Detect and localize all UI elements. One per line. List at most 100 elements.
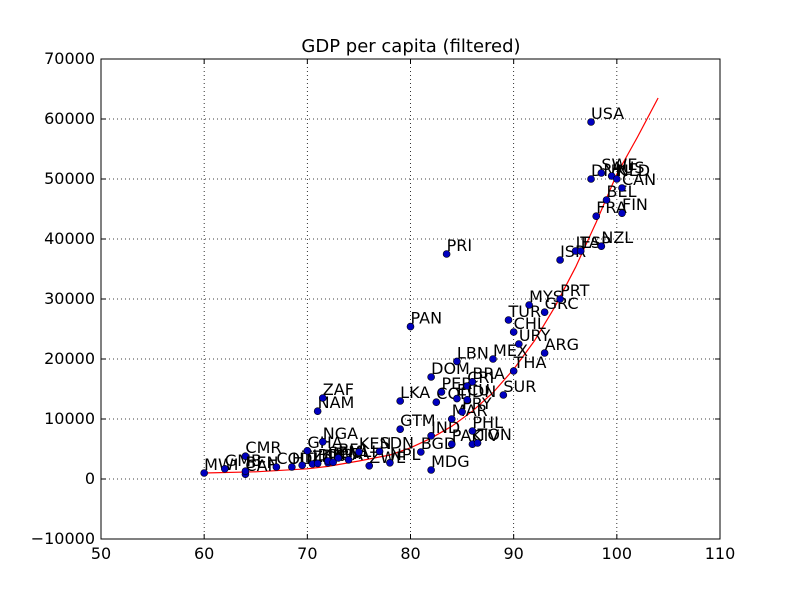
- data-point: [504, 316, 513, 324]
- data-point: [334, 454, 343, 462]
- point-label: MWI: [204, 455, 238, 474]
- x-tick-label: 70: [297, 544, 317, 563]
- data-point: [468, 427, 477, 435]
- data-point: [515, 340, 523, 348]
- data-point: [453, 394, 461, 403]
- y-tick-label: 40000: [44, 229, 95, 248]
- data-point: [447, 415, 456, 423]
- data-point: [540, 349, 549, 357]
- point-label: PAN: [411, 309, 443, 328]
- point-label: ZAF: [323, 380, 354, 399]
- point-label: PHL: [472, 413, 503, 432]
- data-point: [447, 440, 456, 449]
- x-tick-label: 90: [503, 544, 523, 563]
- point-label: GMB: [225, 451, 262, 470]
- point-label: IDN: [467, 382, 496, 401]
- data-point: [613, 175, 621, 183]
- point-label: NPL: [390, 445, 421, 464]
- chart-title: GDP per capita (filtered): [301, 36, 520, 57]
- data-point: [597, 169, 606, 177]
- y-tick-label: 10000: [44, 409, 95, 428]
- data-point: [375, 447, 384, 456]
- data-point: [344, 455, 353, 464]
- point-label: KEN: [359, 434, 392, 453]
- y-tick-label: 70000: [44, 49, 95, 68]
- data-point: [592, 212, 601, 220]
- y-tick-label: −10000: [31, 529, 95, 548]
- x-tick-label: 50: [91, 544, 111, 563]
- data-point: [200, 469, 208, 477]
- point-label: NZL: [601, 228, 633, 247]
- data-point: [432, 398, 441, 407]
- point-label: GTM: [400, 411, 435, 430]
- data-point: [489, 355, 497, 363]
- data-point: [417, 448, 425, 456]
- data-point: [576, 247, 585, 255]
- data-point: [618, 209, 626, 217]
- data-point: [556, 295, 564, 303]
- data-point: [437, 388, 446, 396]
- x-tick-label: 80: [400, 544, 420, 563]
- data-point: [313, 459, 322, 468]
- point-label: ARG: [545, 335, 579, 354]
- data-point: [319, 437, 327, 446]
- point-label: CAN: [622, 170, 656, 189]
- y-tick-label: 30000: [44, 289, 95, 308]
- y-tick-label: 50000: [44, 169, 95, 188]
- data-point: [365, 461, 374, 470]
- point-label: LKA: [400, 383, 430, 402]
- point-label: SWE: [601, 155, 637, 174]
- data-point: [587, 118, 595, 126]
- data-point: [298, 461, 306, 470]
- data-point: [556, 256, 564, 264]
- point-label: BEN: [245, 453, 278, 472]
- point-label: TON: [477, 425, 512, 444]
- data-point: [386, 458, 394, 467]
- point-label: ITA: [576, 233, 600, 252]
- point-label: SUR: [503, 377, 536, 396]
- data-point: [288, 463, 296, 471]
- point-label: FIN: [622, 195, 648, 214]
- data-point: [509, 367, 518, 375]
- data-point: [597, 242, 606, 250]
- data-point: [272, 463, 281, 471]
- data-point: [241, 467, 250, 476]
- point-label: MYS: [529, 287, 563, 306]
- point-label: TUR: [508, 302, 542, 321]
- point-label: DOM: [431, 359, 470, 378]
- point-label: LBN: [457, 343, 489, 362]
- data-point: [319, 394, 327, 402]
- data-point: [499, 391, 508, 399]
- data-point: [509, 328, 518, 336]
- point-label: NLD: [617, 161, 650, 180]
- y-tick-label: 20000: [44, 349, 95, 368]
- data-point: [313, 407, 322, 416]
- data-point: [396, 397, 404, 405]
- data-point: [602, 196, 611, 204]
- data-point: [473, 439, 482, 447]
- data-point: [221, 464, 229, 473]
- data-point: [355, 448, 363, 456]
- data-point: [396, 425, 404, 434]
- point-label: COL: [436, 384, 469, 403]
- data-point: [453, 357, 461, 366]
- point-label: CHL: [514, 314, 546, 333]
- point-label: GRC: [545, 294, 579, 313]
- data-point: [468, 377, 477, 386]
- data-point: [463, 395, 472, 404]
- data-point: [587, 175, 595, 183]
- point-label: USA: [591, 104, 624, 123]
- point-label: MDG: [431, 452, 470, 471]
- data-points: MWIGMBCAFCMRBENCODHTITZAGHALBRBDINAMNGAZ…: [200, 104, 656, 479]
- point-label: NAM: [318, 393, 355, 412]
- point-label: URY: [519, 326, 551, 345]
- point-label: AUS: [612, 158, 645, 177]
- data-point: [329, 458, 337, 467]
- x-tick-label: 110: [705, 544, 736, 563]
- point-label: CMR: [245, 438, 281, 457]
- data-point: [303, 446, 312, 455]
- axis-ticks: 50 60 70 80 90 100 110 −10000 0 10000 20000 30000 40…: [31, 49, 736, 563]
- point-label: CAF: [245, 456, 276, 475]
